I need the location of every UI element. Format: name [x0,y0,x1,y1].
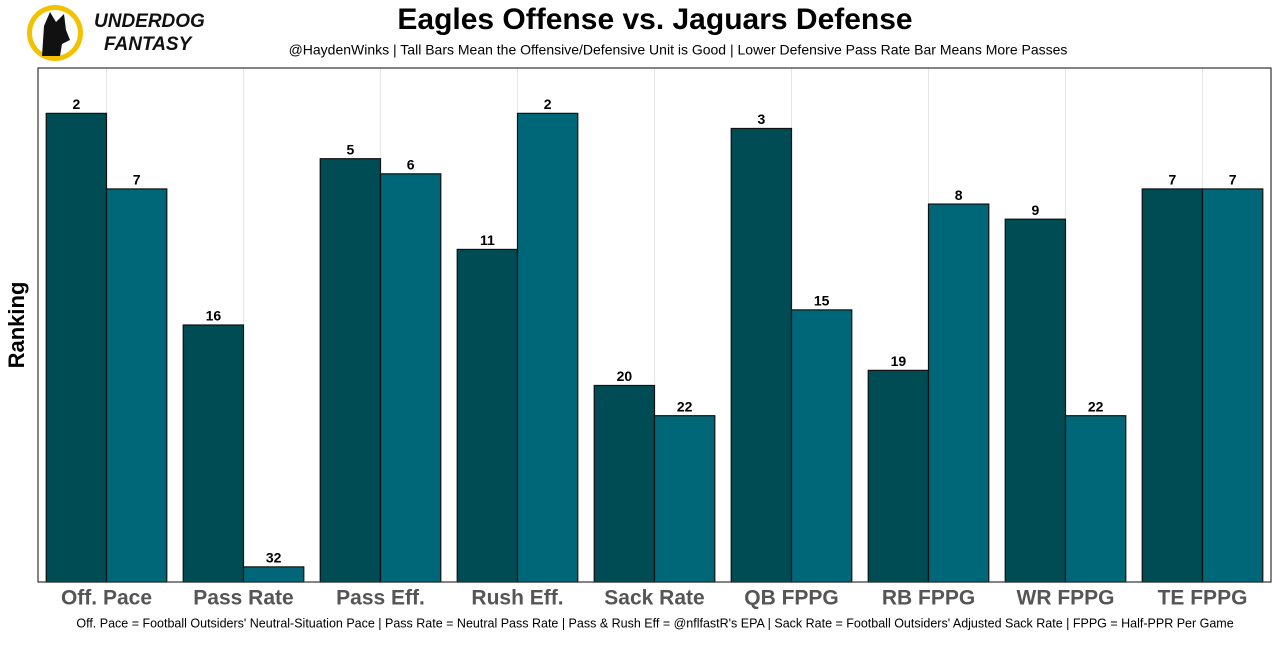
data-label: 20 [617,368,633,384]
bar [927,203,990,583]
chart-title: Eagles Offense vs. Jaguars Defense [397,3,912,36]
logo-text: FANTASY [104,34,194,55]
plot-frame [37,67,1272,583]
x-tick-label: TE FPPG [1158,587,1248,610]
x-tick-label: Pass Eff. [336,587,425,610]
data-label: 5 [346,141,354,157]
bar [653,415,716,583]
x-tick-label: Off. Pace [61,587,152,610]
logo: UNDERDOG FANTASY [27,5,205,61]
bar [1064,415,1127,583]
bar [867,369,930,583]
bar [319,158,382,583]
data-label: 6 [407,157,415,173]
logo-text: UNDERDOG [94,11,205,32]
data-label: 32 [266,550,282,566]
bar [516,112,579,583]
bar [593,384,656,583]
data-label: 7 [133,172,141,188]
data-label: 2 [72,96,80,112]
x-tick-label: WR FPPG [1017,587,1115,610]
data-label: 22 [677,398,693,414]
chart-subtitle: @HaydenWinks | Tall Bars Mean the Offens… [289,42,1068,58]
bar [105,188,168,583]
bar [1201,188,1264,583]
bar [790,309,853,583]
data-label: 19 [891,353,907,369]
bar [730,127,793,583]
data-label: 7 [1229,172,1237,188]
data-label: 2 [544,96,552,112]
bar [456,248,519,583]
x-tick-label: Sack Rate [604,587,704,610]
data-label: 3 [757,111,765,127]
x-tick-label: QB FPPG [744,587,839,610]
bar [45,112,108,583]
data-label: 11 [480,232,495,248]
footnote: Off. Pace = Football Outsiders' Neutral-… [76,616,1233,630]
bar [242,566,305,583]
bar [379,173,442,583]
data-label: 9 [1031,202,1039,218]
bar [1141,188,1204,583]
bar [1004,218,1067,583]
data-label: 8 [955,187,963,203]
data-label: 15 [814,293,830,309]
x-tick-label: Pass Rate [193,587,293,610]
data-label: 7 [1168,172,1176,188]
data-label: 16 [206,308,222,324]
x-tick-label: Rush Eff. [471,587,563,610]
logo-dog [42,12,70,56]
x-tick-label: RB FPPG [882,587,975,610]
bar [182,324,245,583]
y-axis-label: Ranking [4,282,29,369]
data-label: 22 [1088,398,1104,414]
